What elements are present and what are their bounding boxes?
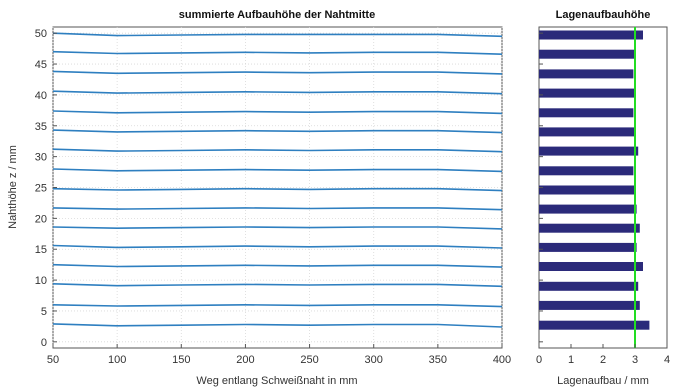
series-line bbox=[52, 168, 503, 173]
series-line bbox=[52, 32, 503, 38]
x-tick-label: 150 bbox=[172, 354, 190, 366]
bar bbox=[539, 49, 635, 59]
line-chart-y-ticks: 0 5 10 15 20 25 30 35 40 45 50 bbox=[35, 28, 57, 349]
bar bbox=[539, 127, 635, 137]
line-chart-y-axis-label: Nahthöhe z / mm bbox=[7, 145, 19, 229]
bar bbox=[539, 185, 635, 195]
x-tick-label: 3 bbox=[632, 354, 638, 366]
bar bbox=[539, 204, 637, 214]
bar bbox=[539, 108, 634, 118]
y-tick-label: 20 bbox=[35, 213, 47, 225]
series-line bbox=[52, 283, 503, 288]
bar-chart: 0 1 2 3 4 Lagenaufbauhöhe Lagenaufbau / mm bbox=[536, 9, 670, 387]
bar bbox=[539, 88, 635, 98]
bar-chart-x-ticks: 0 1 2 3 4 bbox=[536, 344, 670, 366]
bar bbox=[539, 242, 637, 252]
series-line bbox=[52, 226, 503, 230]
x-tick-label: 350 bbox=[429, 354, 447, 366]
bar bbox=[539, 300, 640, 310]
bar bbox=[539, 223, 640, 233]
bar bbox=[539, 30, 643, 40]
bar bbox=[539, 281, 639, 291]
bar-chart-bars bbox=[539, 30, 650, 330]
y-tick-label: 25 bbox=[35, 183, 47, 195]
series-line bbox=[52, 129, 503, 134]
line-chart-x-axis-label: Weg entlang Schweißnaht in mm bbox=[196, 375, 357, 387]
bar bbox=[539, 262, 643, 271]
series-line bbox=[52, 244, 503, 249]
line-chart-x-ticks: 50 100 150 200 250 300 350 400 bbox=[47, 344, 511, 366]
series-line bbox=[52, 110, 503, 115]
y-tick-label: 30 bbox=[35, 152, 47, 164]
bar-chart-y-ticks bbox=[539, 32, 543, 343]
bar-chart-x-axis-label: Lagenaufbau / mm bbox=[557, 375, 649, 387]
series-line bbox=[52, 90, 503, 95]
y-tick-label: 15 bbox=[35, 244, 47, 256]
series-line bbox=[52, 148, 503, 153]
x-tick-label: 2 bbox=[600, 354, 606, 366]
x-tick-label: 100 bbox=[108, 354, 126, 366]
y-tick-label: 40 bbox=[35, 90, 47, 102]
series-line bbox=[52, 50, 503, 55]
line-chart-series bbox=[52, 32, 503, 328]
series-line bbox=[52, 187, 503, 192]
x-tick-label: 50 bbox=[47, 354, 59, 366]
line-chart-grid bbox=[52, 27, 503, 348]
x-tick-label: 250 bbox=[300, 354, 318, 366]
x-tick-label: 200 bbox=[236, 354, 254, 366]
bar bbox=[539, 320, 650, 330]
bar-chart-title: Lagenaufbauhöhe bbox=[556, 9, 651, 21]
x-tick-label: 0 bbox=[536, 354, 542, 366]
bar bbox=[539, 146, 639, 156]
line-chart: 50 100 150 200 250 300 350 400 0 5 10 15 20 25 30 35 40… bbox=[7, 9, 511, 387]
y-tick-label: 5 bbox=[41, 306, 47, 318]
x-tick-label: 4 bbox=[664, 354, 670, 366]
x-tick-label: 400 bbox=[493, 354, 511, 366]
x-tick-label: 300 bbox=[365, 354, 383, 366]
x-tick-label: 1 bbox=[568, 354, 574, 366]
series-line bbox=[52, 303, 503, 308]
y-tick-label: 10 bbox=[35, 275, 47, 287]
line-chart-plot-area bbox=[52, 26, 503, 349]
y-tick-label: 45 bbox=[35, 59, 47, 71]
y-tick-label: 35 bbox=[35, 121, 47, 133]
y-tick-label: 50 bbox=[35, 28, 47, 40]
line-chart-title: summierte Aufbauhöhe der Nahtmitte bbox=[179, 9, 375, 21]
bar bbox=[539, 166, 634, 176]
series-line bbox=[52, 263, 503, 268]
series-line bbox=[52, 323, 503, 328]
series-line bbox=[52, 207, 503, 211]
series-line bbox=[52, 70, 503, 75]
bar bbox=[539, 69, 634, 79]
y-tick-label: 0 bbox=[41, 337, 47, 349]
